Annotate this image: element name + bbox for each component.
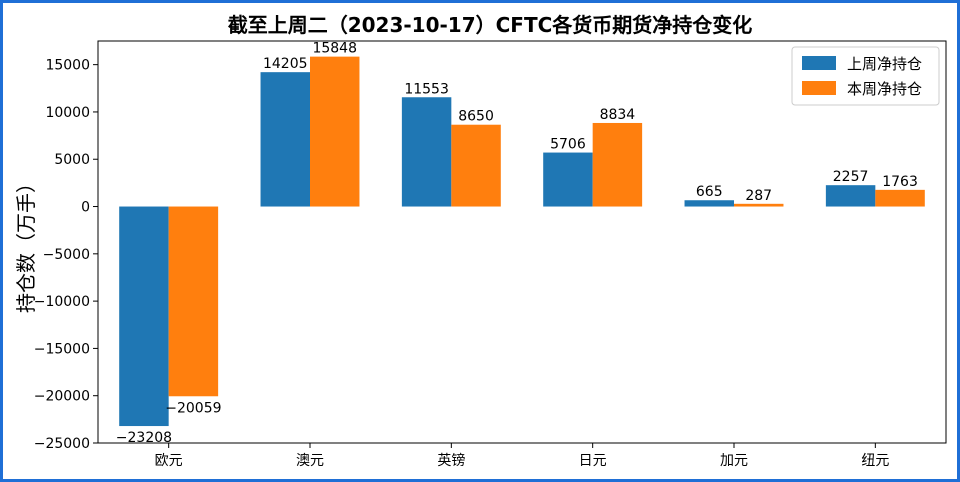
legend-label: 本周净持仓 — [847, 80, 922, 98]
x-tick-label: 澳元 — [296, 453, 324, 469]
x-tick-label: 加元 — [720, 453, 748, 469]
bar-this-week-5 — [875, 189, 925, 207]
y-tick-label: −5000 — [43, 247, 90, 263]
bar-this-week-2 — [451, 124, 501, 207]
y-tick-label: 15000 — [45, 58, 90, 74]
y-tick-label: 10000 — [45, 105, 90, 121]
axes-frame — [97, 40, 947, 444]
bar-this-week-4 — [734, 203, 784, 207]
data-label: 2257 — [833, 169, 869, 185]
x-tick-label: 日元 — [579, 453, 607, 469]
data-label: 5706 — [550, 137, 586, 153]
y-tick-label: −25000 — [34, 436, 90, 452]
y-axis-label: 持仓数（万手） — [14, 173, 38, 313]
data-label: 287 — [745, 188, 772, 204]
bar-last-week-2 — [401, 97, 452, 207]
bar-this-week-1 — [310, 56, 360, 207]
y-tick-label: −10000 — [34, 294, 90, 310]
plot-area: −23208 14205 11553 5706 665 2257 −20059 15848 86… — [34, 40, 947, 469]
y-tick-label: 5000 — [54, 152, 90, 168]
bar-this-week-0 — [168, 206, 219, 397]
bar-last-week-1 — [260, 72, 310, 207]
data-label: 8834 — [600, 107, 636, 123]
legend-swatch — [802, 81, 836, 95]
x-tick-label: 英镑 — [437, 452, 465, 469]
data-label: −23208 — [116, 430, 172, 446]
data-label: 8650 — [458, 109, 494, 125]
legend-swatch — [802, 56, 836, 70]
y-tick-label: 0 — [81, 200, 90, 216]
data-label: 15848 — [312, 41, 357, 57]
data-label: 11553 — [404, 81, 449, 97]
data-label: 14205 — [263, 56, 308, 72]
x-tick-label: 纽元 — [861, 453, 889, 469]
bar-last-week-0 — [119, 206, 169, 427]
bar-this-week-3 — [592, 122, 643, 207]
x-tick-label: 欧元 — [155, 453, 183, 469]
data-label: −20059 — [165, 400, 221, 416]
bar-last-week-3 — [543, 152, 593, 207]
chart-title: 截至上周二（2023-10-17）CFTC各货币期货净持仓变化 — [228, 13, 753, 37]
bar-last-week-5 — [825, 185, 876, 207]
bar-chart: 截至上周二（2023-10-17）CFTC各货币期货净持仓变化 持仓数（万手） … — [14, 13, 947, 469]
y-tick-label: −20000 — [34, 389, 90, 405]
bar-last-week-4 — [684, 200, 734, 207]
data-label: 1763 — [882, 174, 918, 190]
legend-label: 上周净持仓 — [847, 55, 922, 73]
y-tick-label: −15000 — [34, 341, 90, 357]
data-label: 665 — [696, 184, 723, 200]
